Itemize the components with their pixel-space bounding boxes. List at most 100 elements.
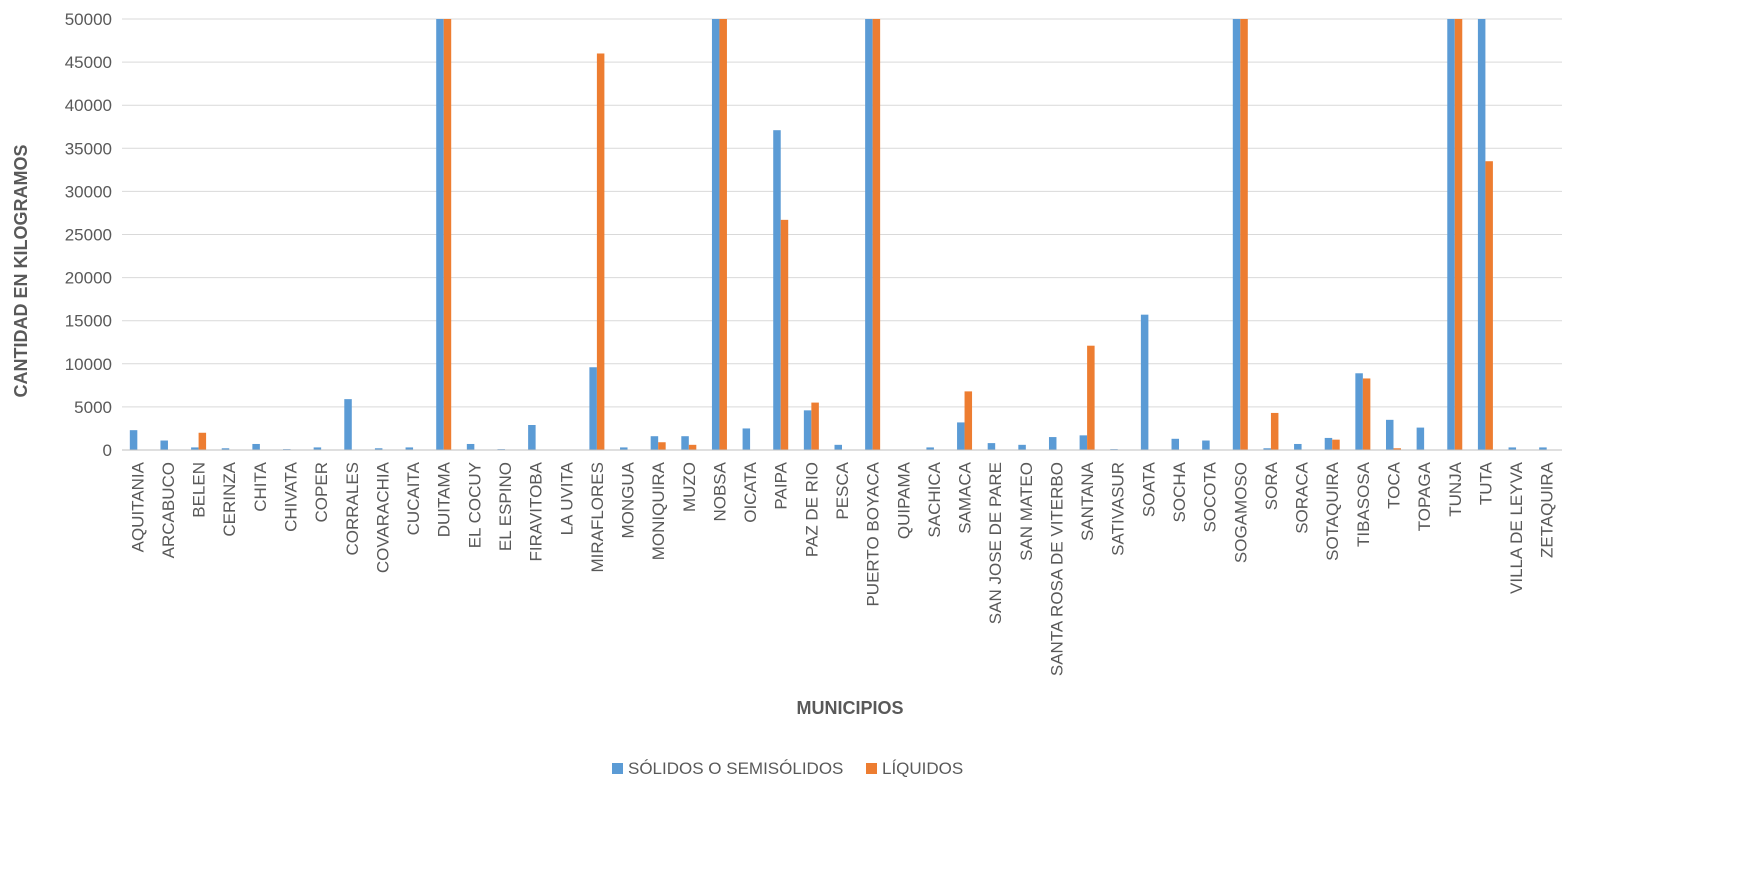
bar-solidos xyxy=(987,443,996,450)
x-tick-label: DUITAMA xyxy=(435,461,454,537)
x-tick-label: NOBSA xyxy=(710,461,729,521)
x-tick-label: SOATA xyxy=(1139,461,1158,517)
y-axis-title: CANTIDAD EN KILOGRAMOS xyxy=(11,145,31,398)
y-tick-label: 15000 xyxy=(65,312,112,331)
bar-solidos xyxy=(1048,437,1057,450)
bar-solidos xyxy=(650,436,659,450)
x-tick-label: SAMACA xyxy=(956,461,975,533)
bar-solidos xyxy=(620,447,628,450)
x-tick-label: BELEN xyxy=(190,462,209,518)
bar-solidos xyxy=(1539,447,1547,450)
x-tick-label: SORA xyxy=(1262,461,1281,510)
bar-liquidos xyxy=(443,19,452,450)
y-tick-label: 40000 xyxy=(65,96,112,115)
x-axis-title: MUNICIPIOS xyxy=(796,698,903,718)
x-tick-label: TIBASOSA xyxy=(1354,461,1373,547)
y-tick-label: 5000 xyxy=(74,398,112,417)
legend-label: LÍQUIDOS xyxy=(882,759,963,778)
x-tick-label: AQUITANIA xyxy=(128,461,147,552)
x-tick-label: COPER xyxy=(312,462,331,522)
y-axis-tick-labels: 0 5000 10000 15000 20000 25000 30000 35000 40000… xyxy=(65,10,112,460)
bar-solidos xyxy=(344,399,352,450)
bar-solidos xyxy=(1447,19,1455,450)
x-tick-label: SATIVASUR xyxy=(1109,462,1128,556)
y-tick-label: 35000 xyxy=(65,139,112,158)
bar-solidos xyxy=(436,19,444,450)
bar-solidos xyxy=(313,447,322,450)
y-tick-label: 10000 xyxy=(65,355,112,374)
x-tick-label: FIRAVITOBA xyxy=(527,461,546,561)
x-tick-label: CERINZA xyxy=(220,461,239,536)
x-tick-label: ZETAQUIRA xyxy=(1538,461,1557,558)
x-tick-label: SAN JOSE DE PARE xyxy=(986,462,1005,624)
x-tick-label: SAN MATEO xyxy=(1017,462,1036,561)
bar-solidos xyxy=(957,422,965,450)
x-tick-label: TUNJA xyxy=(1446,461,1465,516)
x-tick-label: PESCA xyxy=(833,461,852,519)
bar-liquidos xyxy=(780,219,789,450)
bar-solidos xyxy=(405,447,414,450)
x-tick-label: TUTA xyxy=(1476,461,1495,505)
bar-solidos xyxy=(191,447,199,450)
bar-liquidos xyxy=(1087,345,1095,450)
bar-solidos xyxy=(803,410,812,450)
bar-solidos xyxy=(834,444,842,450)
x-tick-label: TOCA xyxy=(1384,461,1403,509)
x-tick-label: SACHICA xyxy=(925,461,944,537)
x-tick-label: PUERTO BOYACA xyxy=(864,461,883,606)
y-tick-label: 50000 xyxy=(65,10,112,29)
bar-solidos xyxy=(1385,419,1394,450)
x-tick-label: LA UVITA xyxy=(557,461,576,535)
x-tick-label: CUCAITA xyxy=(404,461,423,535)
bar-solidos xyxy=(1140,314,1149,450)
bar-solidos xyxy=(773,130,781,450)
bar-solidos xyxy=(589,367,597,450)
x-tick-label: PAZ DE RIO xyxy=(802,462,821,557)
x-tick-label: MUZO xyxy=(680,462,699,512)
x-tick-label: VILLA DE LEYVA xyxy=(1507,461,1526,594)
bar-liquidos xyxy=(1270,412,1279,450)
bar-solidos xyxy=(1324,437,1333,450)
x-tick-label: SOCHA xyxy=(1170,461,1189,522)
x-tick-label: ARCABUCO xyxy=(159,462,178,558)
bar-liquidos xyxy=(1393,448,1401,450)
bar-solidos xyxy=(466,443,475,450)
bar-solidos xyxy=(1171,438,1180,450)
bar-liquidos xyxy=(1454,19,1463,450)
legend-swatch xyxy=(866,763,877,774)
y-tick-label: 30000 xyxy=(65,182,112,201)
bar-solidos xyxy=(1018,444,1026,450)
gridlines xyxy=(122,18,1562,408)
x-axis-tick-labels: AQUITANIA ARCABUCO BELEN CERINZA CHITA CHIVAT… xyxy=(128,461,1556,676)
x-tick-label: CHITA xyxy=(251,461,270,511)
bar-solidos xyxy=(1079,435,1088,450)
x-tick-label: MIRAFLORES xyxy=(588,462,607,573)
bar-liquidos xyxy=(596,53,605,450)
x-tick-label: SANTA ROSA DE VITERBO xyxy=(1047,462,1066,676)
x-tick-label: CORRALES xyxy=(343,462,362,556)
x-tick-label: EL COCUY xyxy=(465,462,484,548)
bar-liquidos xyxy=(1332,439,1340,450)
x-tick-label: CHIVATA xyxy=(282,461,301,532)
bar-liquidos xyxy=(198,432,207,450)
bar-solidos xyxy=(926,447,934,450)
bar-liquidos xyxy=(688,444,697,450)
bar-solidos xyxy=(1508,447,1517,450)
legend: SÓLIDOS O SEMISÓLIDOS LÍQUIDOS xyxy=(612,759,963,778)
bar-liquidos xyxy=(1362,378,1371,450)
bar-solidos xyxy=(1477,19,1486,450)
y-tick-label: 0 xyxy=(103,441,112,460)
bar-solidos xyxy=(681,436,689,450)
bar-solidos xyxy=(1263,448,1271,450)
y-tick-label: 45000 xyxy=(65,53,112,72)
bar-solidos xyxy=(374,448,383,450)
x-tick-label: COVARACHIA xyxy=(373,461,392,573)
y-tick-label: 25000 xyxy=(65,226,112,245)
bars xyxy=(129,19,1547,451)
bar-liquidos xyxy=(872,19,881,450)
y-tick-label: 20000 xyxy=(65,269,112,288)
bar-solidos xyxy=(252,443,260,450)
legend-swatch xyxy=(612,763,623,774)
bar-liquidos xyxy=(964,391,973,450)
